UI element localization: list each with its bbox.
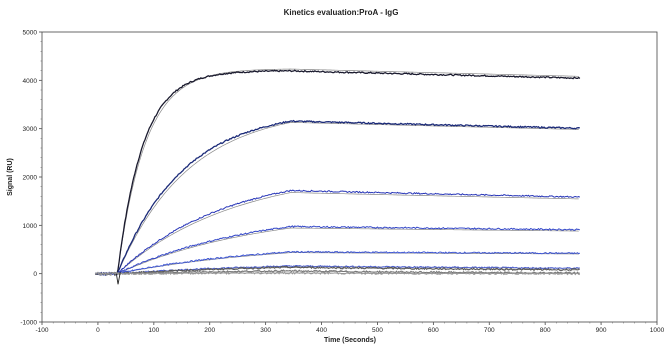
- x-tick-label: 0: [96, 327, 100, 334]
- sensorgram-series: [95, 69, 581, 276]
- y-tick-label: 2000: [23, 175, 38, 182]
- y-tick-label: 0: [33, 271, 37, 278]
- x-tick-label: -100: [35, 327, 48, 334]
- x-tick-label: 200: [204, 327, 215, 334]
- fit-curve: [117, 227, 579, 275]
- sensorgram-series: [94, 271, 580, 277]
- sensorgram-series: [95, 119, 580, 276]
- y-tick-label: 1000: [23, 223, 38, 230]
- fit-curve: [117, 192, 579, 274]
- sensorgram-series: [95, 189, 581, 276]
- x-tick-label: 800: [540, 327, 551, 334]
- x-tick-label: 700: [484, 327, 495, 334]
- y-tick-label: 5000: [23, 30, 38, 37]
- y-tick-label: 3000: [23, 126, 38, 133]
- chart-title: Kinetics evaluation:ProA - IgG: [284, 8, 399, 17]
- y-axis-label: Signal (RU): [7, 158, 14, 196]
- injection-artifact: [115, 272, 121, 285]
- x-tick-label: 900: [596, 327, 607, 334]
- x-tick-label: 1000: [650, 327, 665, 334]
- y-tick-label: -1000: [20, 320, 37, 327]
- x-tick-label: 500: [372, 327, 383, 334]
- sensorgram-series: [95, 265, 580, 277]
- x-tick-label: 600: [428, 327, 439, 334]
- y-axis: -1000 0 1000 2000 3000 4000 5000: [20, 30, 42, 327]
- x-tick-label: 400: [316, 327, 327, 334]
- x-tick-label: 300: [260, 327, 271, 334]
- series-layer: [94, 68, 581, 285]
- x-tick-label: 100: [148, 327, 159, 334]
- x-axis: -100 0 100 200 300 400 500 600 700 800 900 1000: [35, 322, 665, 334]
- x-axis-label: Time (Seconds): [324, 337, 376, 344]
- y-tick-label: 4000: [23, 78, 38, 85]
- sensorgram-series: [95, 250, 581, 276]
- sensorgram-series: [94, 225, 581, 276]
